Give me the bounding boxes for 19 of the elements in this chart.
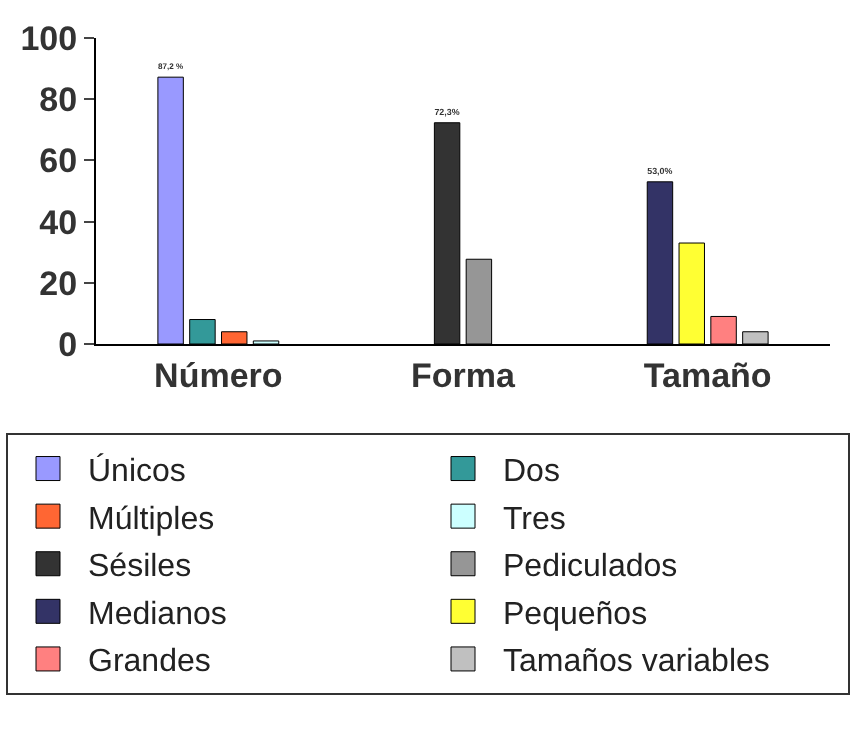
legend-label: Sésiles — [88, 550, 192, 585]
legend-label: Dos — [503, 455, 560, 490]
y-tick-label: 100 — [20, 19, 78, 58]
legend-label: Únicos — [88, 453, 186, 490]
y-tick-label: 80 — [39, 81, 78, 120]
legend-label: Pequeños — [503, 597, 648, 632]
legend-label: Múltiples — [88, 502, 215, 537]
x-tick-label: Número — [154, 356, 283, 395]
x-tick-label: Tamaño — [643, 356, 772, 395]
y-tick-label: 20 — [39, 264, 78, 303]
y-tick-label: 0 — [58, 325, 78, 364]
y-tick-label: 60 — [39, 142, 78, 181]
legend-label: Tamaños variables — [503, 645, 770, 680]
legend-label: Medianos — [88, 597, 227, 632]
legend-label: Pediculados — [503, 550, 678, 585]
x-tick-label: Forma — [411, 356, 517, 395]
y-tick-label: 40 — [39, 203, 78, 242]
legend-label: Grandes — [88, 645, 211, 680]
legend-label: Tres — [503, 502, 566, 537]
